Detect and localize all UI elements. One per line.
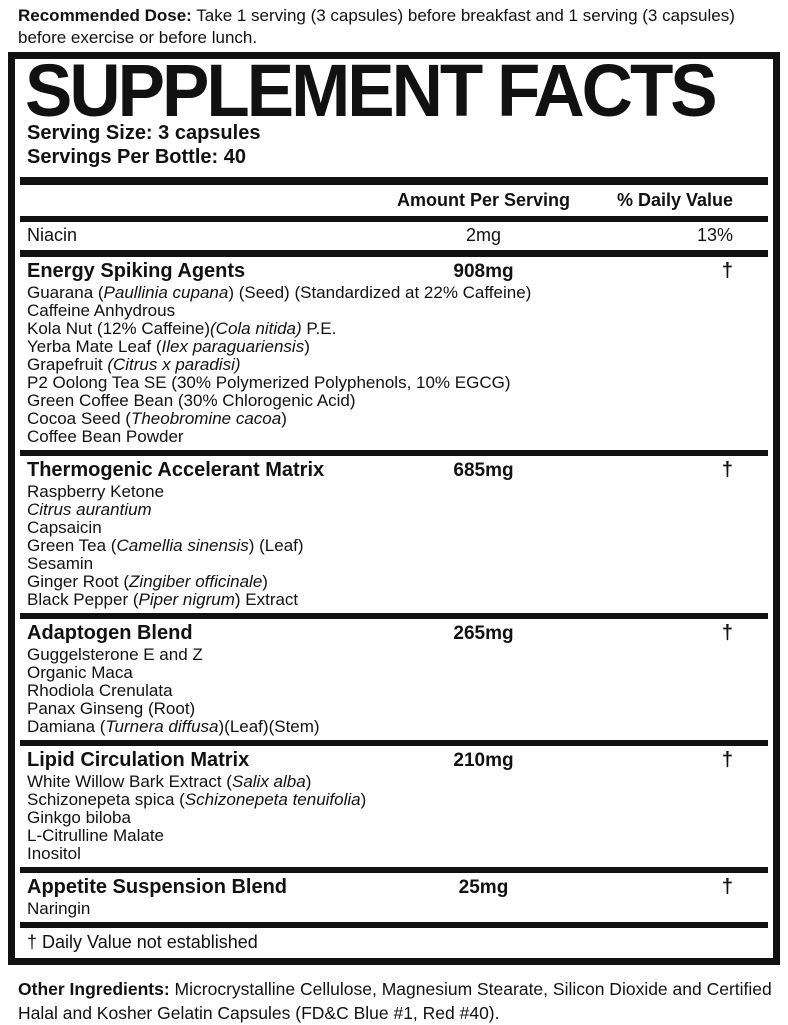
supplement-facts-panel: SUPPLEMENT FACTS Serving Size: 3 capsule… <box>8 52 780 965</box>
section-header-row: Lipid Circulation Matrix 210mg † <box>27 746 761 772</box>
section-daily-value-dagger: † <box>721 459 733 481</box>
section-amount: 210mg <box>453 750 514 771</box>
ingredient-line: Ginkgo biloba <box>27 808 131 827</box>
section-divider-rule <box>20 922 768 928</box>
section-name: Adaptogen Blend <box>27 622 193 644</box>
section-divider-rule <box>20 740 768 746</box>
ingredient-line: Guarana (Paullinia cupana) (Seed) (Stand… <box>27 283 532 302</box>
daily-value-column-header: % Daily Value <box>616 190 733 210</box>
section-daily-value-dagger: † <box>721 260 733 282</box>
ingredient-line: Caffeine Anhydrous <box>27 301 176 320</box>
ingredient-line: Organic Maca <box>27 663 133 682</box>
column-header-row: Amount Per Serving % Daily Value <box>27 185 761 216</box>
ingredient-list: Naringin <box>27 899 761 922</box>
section-amount: 908mg <box>453 261 514 282</box>
recommended-dose-text: Take 1 serving (3 capsules) before break… <box>18 6 735 47</box>
ingredient-line: Citrus aurantium <box>27 500 152 519</box>
other-ingredients-label: Other Ingredients: <box>18 979 170 999</box>
ingredient-line: Panax Ginseng (Root) <box>27 699 196 718</box>
section-header-row: Thermogenic Accelerant Matrix 685mg † <box>27 456 761 482</box>
ingredient-list: Guggelsterone E and Z Organic Maca Rhodiol… <box>27 645 761 740</box>
ingredient-list: Raspberry Ketone Citrus aurantium Capsaici… <box>27 482 761 613</box>
panel-title: SUPPLEMENT FACTS <box>25 61 718 124</box>
section-amount: 25mg <box>458 877 509 898</box>
ingredient-line: Kola Nut (12% Caffeine)(Cola nitida) P.E… <box>27 319 337 338</box>
ingredient-section: Appetite Suspension Blend 25mg † Naringi… <box>15 873 773 928</box>
ingredient-section: Lipid Circulation Matrix 210mg † White W… <box>15 746 773 873</box>
section-header-row: Adaptogen Blend 265mg † <box>27 619 761 645</box>
ingredient-line: Naringin <box>27 899 91 918</box>
section-name: Thermogenic Accelerant Matrix <box>27 459 325 481</box>
amount-column-header: Amount Per Serving <box>396 190 571 210</box>
servings-per-bottle: Servings Per Bottle: 40 <box>27 146 246 168</box>
ingredient-line: Grapefruit (Citrus x paradisi) <box>27 355 241 374</box>
section-daily-value-dagger: † <box>721 876 733 898</box>
ingredient-line: P2 Oolong Tea SE (30% Polymerized Polyph… <box>27 373 511 392</box>
serving-size: Serving Size: 3 capsules <box>27 122 261 144</box>
ingredient-line: Rhodiola Crenulata <box>27 681 173 700</box>
section-name: Energy Spiking Agents <box>27 260 246 282</box>
ingredient-sections: Energy Spiking Agents 908mg † Guarana (P… <box>15 257 773 928</box>
section-daily-value-dagger: † <box>721 749 733 771</box>
ingredient-line: Coffee Bean Powder <box>27 427 184 446</box>
recommended-dose-label: Recommended Dose: <box>18 6 192 25</box>
ingredient-line: L-Citrulline Malate <box>27 826 164 845</box>
other-ingredients-note: Other Ingredients: Microcrystalline Cell… <box>0 965 788 1025</box>
ingredient-line: Sesamin <box>27 554 94 573</box>
section-name: Appetite Suspension Blend <box>27 876 288 898</box>
ingredient-line: Raspberry Ketone <box>27 482 165 501</box>
ingredient-line: Green Tea (Camellia sinensis) (Leaf) <box>27 536 304 555</box>
ingredient-line: Ginger Root (Zingiber officinale) <box>27 572 268 591</box>
divider-rule <box>20 216 768 222</box>
section-name: Lipid Circulation Matrix <box>27 749 250 771</box>
ingredient-line: White Willow Bark Extract (Salix alba) <box>27 772 312 791</box>
ingredient-section: Energy Spiking Agents 908mg † Guarana (P… <box>15 257 773 456</box>
section-divider-rule <box>20 613 768 619</box>
section-amount: 265mg <box>453 623 514 644</box>
section-header-row: Appetite Suspension Blend 25mg † <box>27 873 761 899</box>
ingredient-section: Adaptogen Blend 265mg † Guggelsterone E … <box>15 619 773 746</box>
ingredient-line: Schizonepeta spica (Schizonepeta tenuifo… <box>27 790 367 809</box>
section-divider-rule <box>20 867 768 873</box>
niacin-name: Niacin <box>27 225 78 245</box>
recommended-dose-note: Recommended Dose: Take 1 serving (3 caps… <box>0 0 788 49</box>
section-divider-rule <box>20 450 768 456</box>
ingredient-line: Damiana (Turnera diffusa)(Leaf)(Stem) <box>27 717 320 736</box>
ingredient-line: Yerba Mate Leaf (Ilex paraguariensis) <box>27 337 310 356</box>
niacin-amount: 2mg <box>465 225 501 245</box>
divider-rule <box>20 250 768 257</box>
niacin-daily-value: 13% <box>696 225 733 245</box>
ingredient-line: Inositol <box>27 844 81 863</box>
section-header-row: Energy Spiking Agents 908mg † <box>27 257 761 283</box>
daily-value-footnote: † Daily Value not established <box>27 932 258 952</box>
divider-rule <box>20 177 768 185</box>
other-ingredients-text: Microcrystalline Cellulose, Magnesium St… <box>18 979 772 1023</box>
ingredient-section: Thermogenic Accelerant Matrix 685mg † Ra… <box>15 456 773 619</box>
ingredient-list: White Willow Bark Extract (Salix alba) Sc… <box>27 772 761 867</box>
section-daily-value-dagger: † <box>721 622 733 644</box>
ingredient-line: Cocoa Seed (Theobromine cacoa) <box>27 409 287 428</box>
ingredient-line: Green Coffee Bean (30% Chlorogenic Acid) <box>27 391 356 410</box>
section-amount: 685mg <box>453 460 514 481</box>
ingredient-line: Guggelsterone E and Z <box>27 645 203 664</box>
ingredient-line: Black Pepper (Piper nigrum) Extract <box>27 590 299 609</box>
ingredient-list: Guarana (Paullinia cupana) (Seed) (Stand… <box>27 283 761 450</box>
ingredient-line: Capsaicin <box>27 518 102 537</box>
niacin-row: Niacin 2mg 13% <box>27 222 761 250</box>
